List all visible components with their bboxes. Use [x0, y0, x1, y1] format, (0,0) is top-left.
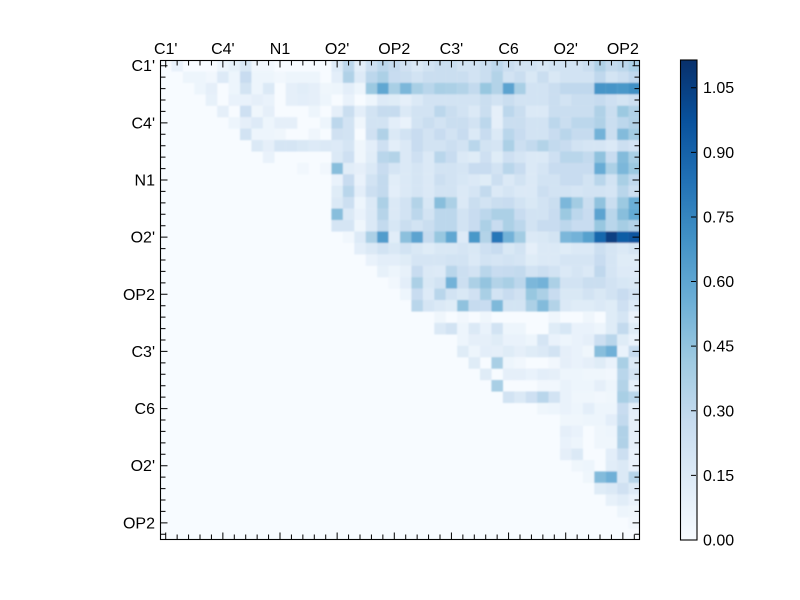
svg-text:C4': C4'	[131, 115, 155, 132]
svg-text:1.05: 1.05	[703, 80, 734, 97]
svg-text:C1': C1'	[131, 58, 155, 75]
svg-text:0.15: 0.15	[703, 468, 734, 485]
svg-text:C3': C3'	[131, 344, 155, 361]
svg-text:C6: C6	[498, 41, 519, 58]
svg-text:N1: N1	[270, 41, 291, 58]
svg-text:0.90: 0.90	[703, 145, 734, 162]
svg-text:0.45: 0.45	[703, 339, 734, 356]
svg-text:O2': O2'	[554, 41, 578, 58]
svg-text:OP2: OP2	[607, 41, 639, 58]
svg-text:O2': O2'	[131, 230, 155, 247]
svg-text:C6: C6	[135, 401, 156, 418]
svg-text:OP2: OP2	[378, 41, 410, 58]
svg-text:N1: N1	[135, 173, 156, 190]
svg-text:0.30: 0.30	[703, 403, 734, 420]
svg-text:C1': C1'	[154, 41, 178, 58]
svg-text:C4': C4'	[211, 41, 235, 58]
svg-text:C3': C3'	[440, 41, 464, 58]
svg-text:OP2: OP2	[123, 515, 155, 532]
svg-text:0.75: 0.75	[703, 209, 734, 226]
svg-text:0.60: 0.60	[703, 274, 734, 291]
svg-text:O2': O2'	[325, 41, 349, 58]
svg-text:OP2: OP2	[123, 287, 155, 304]
svg-text:O2': O2'	[131, 458, 155, 475]
svg-text:0.00: 0.00	[703, 533, 734, 550]
